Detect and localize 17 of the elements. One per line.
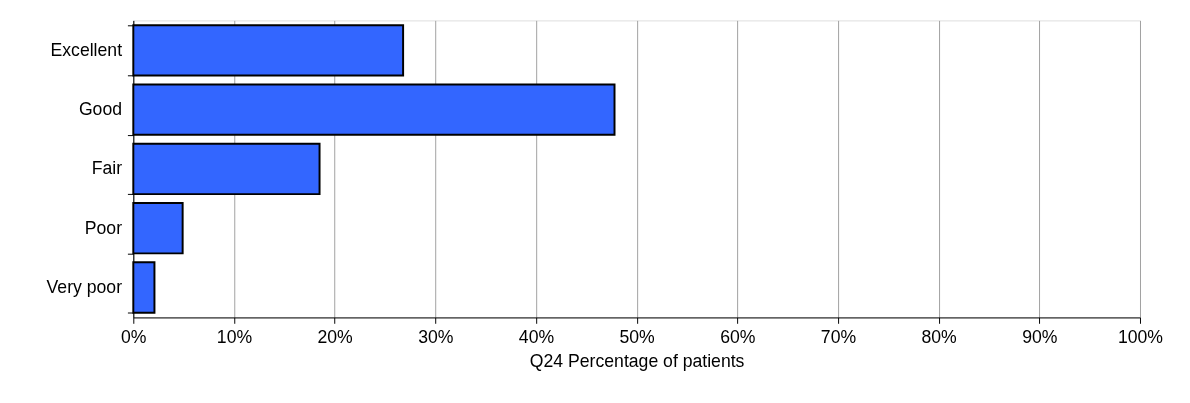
y-tick-label: Excellent [50,39,123,60]
y-tick-label: Good [78,99,123,120]
x-tick-label: 100% [1117,327,1164,348]
y-tick-label: Poor [84,217,123,238]
x-tick-label: 10% [216,327,253,348]
x-tick-label: 50% [619,327,656,348]
y-tick-label: Fair [91,158,123,179]
x-tick-label: 60% [720,327,756,348]
x-tick-label: 0% [121,327,147,348]
x-axis-title: Q24 Percentage of patients [529,350,745,371]
x-tick-label: 80% [921,327,958,348]
y-tick-label: Very poor [46,276,123,297]
x-tick-label: 20% [317,327,354,348]
x-tick-label: 30% [418,327,454,348]
x-tick-label: 90% [1022,327,1058,348]
x-tick-label: 40% [518,327,555,348]
x-tick-label: 70% [820,327,857,348]
